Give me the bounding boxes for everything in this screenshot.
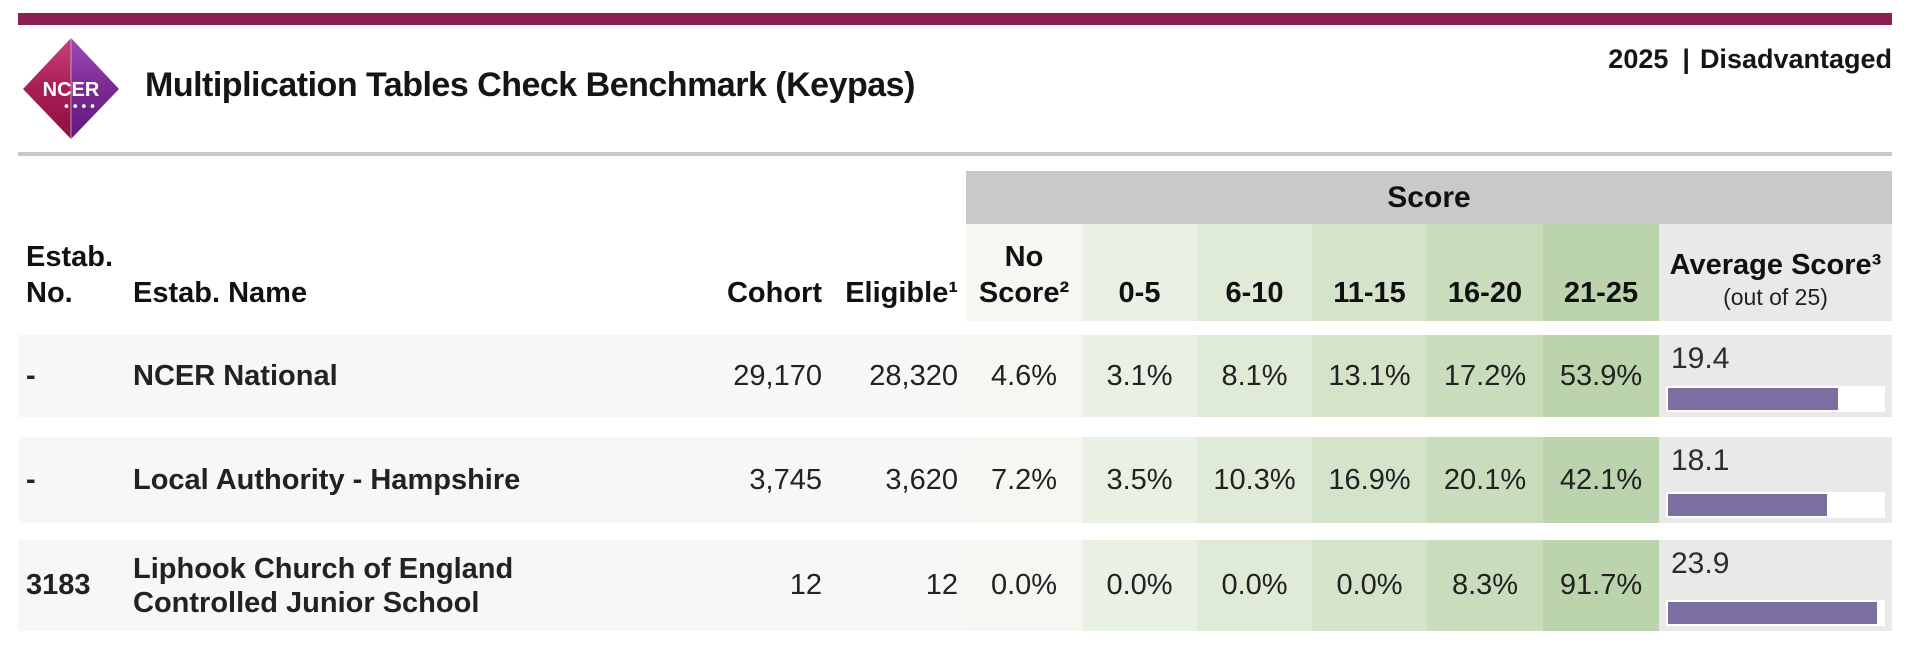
cell-estab-no: - [18,335,133,417]
score-group-header: Score [966,171,1892,224]
cell-cohort: 29,170 [640,335,830,417]
column-header-band-0-5: 0-5 [1082,224,1197,321]
cell-band-16-20: 20.1% [1427,437,1543,523]
score-group-spacer [18,171,966,224]
cell-band-0-5: 3.1% [1082,335,1197,417]
column-header-average-score: Average Score³ (out of 25) [1659,224,1892,321]
cell-eligible: 3,620 [830,437,966,523]
cell-no-score: 0.0% [966,540,1082,631]
column-header-band-6-10: 6-10 [1197,224,1312,321]
context-year: 2025 [1608,44,1669,74]
table-row-national: - NCER National 29,170 28,320 4.6% 3.1% … [18,335,1892,417]
cell-band-6-10: 8.1% [1197,335,1312,417]
cell-no-score: 7.2% [966,437,1082,523]
cell-band-21-25: 42.1% [1543,437,1659,523]
cell-cohort: 12 [640,540,830,631]
column-header-band-11-15: 11-15 [1312,224,1427,321]
top-accent-bar [18,13,1892,25]
logo-text: NCER [43,79,100,101]
cell-band-21-25: 53.9% [1543,335,1659,417]
cell-band-0-5: 3.5% [1082,437,1197,523]
cell-band-11-15: 16.9% [1312,437,1427,523]
cell-cohort: 3,745 [640,437,830,523]
cell-band-16-20: 17.2% [1427,335,1543,417]
average-score-value: 23.9 [1671,547,1730,580]
column-header-cohort: Cohort [726,277,822,309]
average-score-sublabel: (out of 25) [1723,284,1828,310]
column-header-row: Estab. No. Estab. Name Cohort Eligible¹ … [18,224,1892,321]
cell-band-6-10: 10.3% [1197,437,1312,523]
average-score-bar-track [1666,386,1885,412]
cell-average-score: 19.4 [1659,335,1892,417]
cell-eligible: 12 [830,540,966,631]
column-header-estab-name: Estab. Name [133,277,308,309]
cell-estab-name: Local Authority - Hampshire [133,437,640,523]
average-score-value: 18.1 [1671,444,1730,477]
average-score-bar [1668,494,1827,516]
average-score-label: Average Score³ [1669,249,1882,281]
column-header-band-21-25: 21-25 [1543,224,1659,321]
cell-estab-name: NCER National [133,335,640,417]
logo-diamond-icon: NCER •••• [23,38,119,139]
average-score-bar [1668,388,1838,410]
average-score-bar-track [1666,600,1885,626]
average-score-value: 19.4 [1671,342,1730,375]
column-header-eligible: Eligible¹ [845,277,958,309]
logo-dots: •••• [63,100,98,115]
report-context: 2025 | Disadvantaged [1608,44,1892,75]
column-header-estab-no: Estab. No. [26,241,114,309]
cell-average-score: 23.9 [1659,540,1892,631]
table-row-school: 3183 Liphook Church of England Controlle… [18,540,1892,631]
score-group-row: Score [18,171,1892,224]
column-header-no-score: No Score² [966,224,1082,321]
cell-band-21-25: 91.7% [1543,540,1659,631]
cell-band-6-10: 0.0% [1197,540,1312,631]
header-divider [18,152,1892,156]
cell-eligible: 28,320 [830,335,966,417]
cell-band-11-15: 0.0% [1312,540,1427,631]
cell-estab-no: - [18,437,133,523]
cell-no-score: 4.6% [966,335,1082,417]
context-filter: Disadvantaged [1699,44,1892,74]
page-title: Multiplication Tables Check Benchmark (K… [145,66,915,104]
average-score-bar-track [1666,492,1885,518]
cell-band-16-20: 8.3% [1427,540,1543,631]
cell-estab-name: Liphook Church of England Controlled Jun… [133,540,640,631]
table-row-local-authority: - Local Authority - Hampshire 3,745 3,62… [18,437,1892,523]
context-separator: | [1682,44,1690,74]
ncer-logo: NCER •••• [20,36,122,141]
average-score-bar [1668,602,1878,624]
benchmark-table: Score Estab. No. Estab. Name Cohort Elig… [18,171,1892,631]
cell-band-0-5: 0.0% [1082,540,1197,631]
column-header-band-16-20: 16-20 [1427,224,1543,321]
cell-average-score: 18.1 [1659,437,1892,523]
cell-band-11-15: 13.1% [1312,335,1427,417]
cell-estab-no: 3183 [18,540,133,631]
